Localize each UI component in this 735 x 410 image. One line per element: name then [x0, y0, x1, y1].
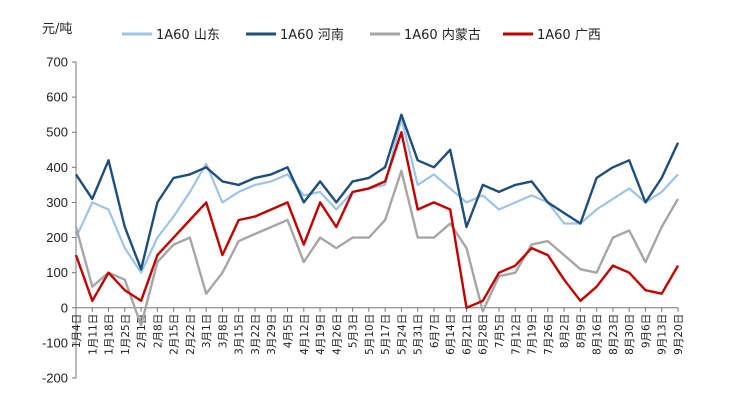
x-tick-label: 3月15日 — [234, 314, 246, 355]
legend-label-2: 1A60 河南 — [280, 27, 344, 43]
series-line-2 — [75, 113, 680, 271]
y-tick-label: 700 — [46, 55, 68, 70]
x-tick-label: 9月13日 — [657, 314, 669, 355]
x-tick-label: 7月12日 — [510, 314, 522, 355]
x-tick-label: 1月11日 — [87, 314, 99, 355]
x-tick-label: 6月28日 — [478, 314, 490, 355]
legend: 1A60 山东 1A60 河南 1A60 内蒙古 1A60 广西 — [122, 27, 601, 43]
x-tick-label: 3月8日 — [217, 314, 229, 348]
x-tick-label: 3月1日 — [201, 314, 213, 348]
x-tick-label: 4月19日 — [315, 314, 327, 355]
y-tick-label: 0 — [61, 300, 68, 315]
y-tick-label: 200 — [46, 230, 68, 245]
x-tick-label: 4月26日 — [331, 314, 343, 355]
series-line-3 — [74, 169, 680, 327]
y-tick-label: 300 — [46, 195, 68, 210]
x-tick-label: 5月10日 — [364, 314, 376, 355]
x-tick-label: 2月22日 — [185, 314, 197, 355]
x-tick-label: 5月31日 — [413, 314, 425, 355]
series-line-4 — [74, 130, 680, 309]
x-tick-label: 1月4日 — [71, 314, 83, 348]
y-tick-label: -100 — [42, 335, 68, 350]
x-tick-label: 3月29日 — [266, 314, 278, 355]
x-tick-label: 5月17日 — [380, 314, 392, 355]
x-tick-label: 6月21日 — [461, 314, 473, 355]
x-tick-label: 1月18日 — [104, 314, 116, 355]
y-tick-label: 600 — [46, 90, 68, 105]
x-tick-label: 3月22日 — [250, 314, 262, 355]
y-tick-label: 400 — [46, 160, 68, 175]
x-tick-label: 5月3日 — [348, 314, 360, 348]
y-tick-label: 100 — [46, 265, 68, 280]
x-tick-label: 9月6日 — [640, 314, 652, 348]
x-tick-label: 8月16日 — [592, 314, 604, 355]
x-tick-label: 7月26日 — [543, 314, 555, 355]
legend-label-1: 1A60 山东 — [156, 28, 220, 43]
x-tick-label: 2月15日 — [169, 314, 181, 355]
x-tick-label: 5月24日 — [396, 314, 408, 355]
x-tick-label: 4月12日 — [299, 314, 311, 355]
legend-label-3: 1A60 内蒙古 — [404, 27, 481, 43]
plot-area — [74, 113, 680, 327]
y-tick-label: 500 — [46, 125, 68, 140]
x-tick-label: 8月9日 — [575, 314, 587, 348]
x-tick-label: 8月2日 — [559, 314, 571, 348]
axes: -200 -100 0 100 200 300 400 500 600 700 1月4日 1月11日 1… — [42, 55, 685, 386]
x-tick-label: 9月20日 — [673, 314, 685, 355]
x-tick-label: 8月23日 — [608, 314, 620, 355]
x-tick-label: 4月5日 — [283, 314, 295, 348]
series-line-1 — [75, 117, 679, 274]
x-tick-label: 6月7日 — [429, 314, 441, 348]
x-tick-label: 6月14日 — [445, 314, 457, 355]
y-tick-label: -200 — [42, 371, 68, 386]
x-tick-label: 2月8日 — [152, 314, 164, 348]
x-tick-label: 7月19日 — [527, 314, 539, 355]
x-tick-label: 1月25日 — [120, 314, 132, 355]
x-tick-label: 7月5日 — [494, 314, 506, 348]
x-tick-label: 8月30日 — [624, 314, 636, 355]
legend-label-4: 1A60 广西 — [537, 28, 601, 43]
y-axis-unit-label: 元/吨 — [42, 22, 72, 37]
